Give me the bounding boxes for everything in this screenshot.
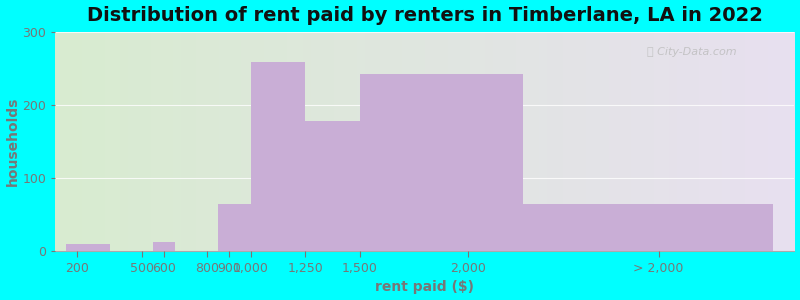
Bar [360, 74, 522, 251]
Bar [66, 244, 110, 251]
Bar [251, 62, 306, 251]
Bar [218, 204, 251, 251]
Bar [522, 204, 773, 251]
Text: ⓘ City-Data.com: ⓘ City-Data.com [646, 47, 736, 57]
Bar [306, 121, 360, 251]
X-axis label: rent paid ($): rent paid ($) [375, 280, 474, 294]
Title: Distribution of rent paid by renters in Timberlane, LA in 2022: Distribution of rent paid by renters in … [87, 6, 762, 25]
Bar [153, 242, 175, 251]
Y-axis label: households: households [6, 97, 19, 186]
